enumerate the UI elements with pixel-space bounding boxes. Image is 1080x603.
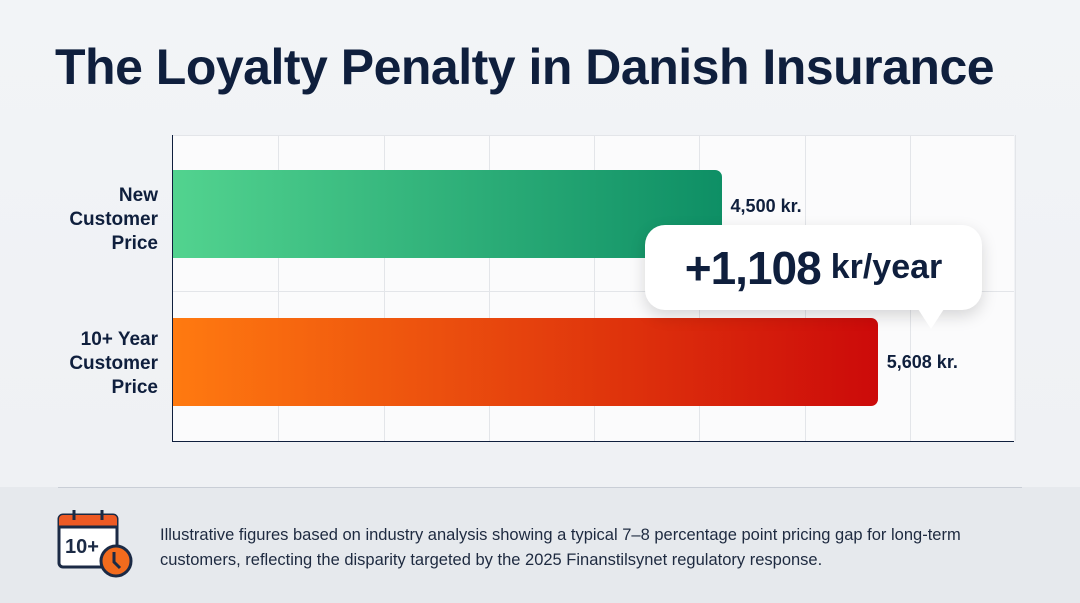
difference-value: +1,108	[684, 241, 822, 294]
bar-loyal-customer	[173, 318, 878, 406]
gridline-vertical	[488, 135, 490, 441]
svg-text:10+: 10+	[65, 536, 99, 558]
category-label-line: 10+ Year	[80, 329, 158, 350]
footer: 10+ Illustrative figures based on indust…	[0, 487, 1080, 603]
callout-pointer	[918, 309, 944, 329]
category-label-new-customer: New Customer Price	[69, 184, 158, 256]
gridline-vertical	[278, 135, 280, 441]
gridline-horizontal	[173, 135, 1014, 136]
data-label-new-customer: 4,500 kr.	[730, 196, 802, 216]
category-label-line: Customer	[69, 353, 158, 374]
category-label-line: New	[118, 185, 158, 206]
category-label-line: Price	[111, 233, 158, 254]
category-label-loyal-customer: 10+ Year Customer Price	[69, 328, 158, 400]
gridline-horizontal	[173, 291, 1014, 292]
gridline-vertical	[383, 135, 385, 441]
category-label-line: Customer	[69, 209, 158, 230]
gridline-vertical	[1015, 135, 1016, 441]
difference-callout: +1,108 kr/year	[645, 225, 982, 310]
chart-title: The Loyalty Penalty in Danish Insurance	[55, 39, 995, 95]
calendar-10plus-clock-icon: 10+	[57, 510, 133, 578]
difference-unit: kr/year	[830, 248, 943, 286]
category-label-line: Price	[111, 377, 158, 398]
footer-note: Illustrative figures based on industry a…	[160, 526, 961, 569]
gridline-vertical	[594, 135, 595, 441]
bar-new-customer	[173, 170, 722, 258]
data-label-loyal-customer: 5,608 kr.	[886, 352, 958, 372]
footer-divider	[58, 487, 1022, 488]
